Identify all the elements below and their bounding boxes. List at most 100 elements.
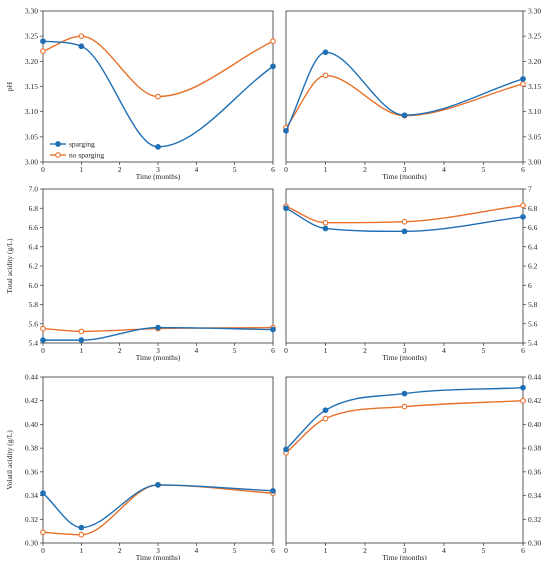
legend-label-sparging: sparging	[69, 140, 95, 149]
y-tick-label: 3.15	[25, 82, 38, 91]
data-point-sparging	[283, 446, 289, 453]
x-tick-label: 5	[233, 165, 237, 174]
y-tick-label: 6.8	[29, 204, 39, 213]
panel-total-acidity-left: 0 1 2 3 4 5 6 Time (months) 5.4 5.6 5.8 6.0 6.2 6.4 6.…	[5, 185, 276, 362]
data-point-no-sparging	[40, 529, 46, 536]
x-tick-label: 2	[118, 346, 122, 355]
x-tick-label: 2	[118, 165, 122, 174]
y-tick-label: 0.32	[25, 515, 38, 524]
x-tick-label: 5	[233, 346, 237, 355]
data-point-no-sparging	[322, 219, 329, 226]
x-tick-label: 1	[324, 165, 328, 174]
x-tick-label: 4	[442, 165, 446, 174]
data-point-sparging	[155, 324, 161, 331]
data-point-sparging	[270, 326, 276, 333]
x-tick-label: 5	[233, 546, 237, 555]
y-tick-label: 0.42	[528, 396, 541, 405]
y-tick-label: 0.34	[25, 491, 38, 500]
data-point-sparging	[322, 407, 329, 414]
panel-volatile-acidity-right: 0 1 2 3 4 5 6 Time (months) 0.30 0.32 0.34 0.36 0.38…	[283, 373, 541, 562]
y-tick-label: 3.25	[528, 32, 541, 41]
y-tick-label: 0.44	[25, 373, 38, 382]
data-point-sparging	[520, 384, 526, 391]
y-tick-label: 3.00	[528, 158, 541, 167]
y-tick-label: 6.8	[528, 204, 538, 213]
data-point-no-sparging	[40, 325, 46, 332]
series-line-sparging	[285, 207, 524, 233]
legend: sparging no sparging	[50, 140, 104, 160]
y-tick-label: 3.15	[528, 82, 541, 91]
x-tick-label: 4	[194, 546, 198, 555]
data-point-no-sparging	[322, 415, 329, 422]
x-tick-label: 6	[271, 165, 275, 174]
data-point-sparging	[322, 49, 329, 56]
x-tick-label: 6	[521, 346, 525, 355]
series-line-sparging	[42, 40, 274, 148]
plot-frame	[285, 10, 524, 163]
data-point-no-sparging	[40, 48, 46, 55]
series-line-sparging	[43, 326, 274, 341]
y-tick-label: 0.40	[528, 420, 541, 429]
x-tick-label: 1	[324, 346, 328, 355]
data-point-sparging	[155, 482, 161, 488]
x-tick-label: 3	[156, 165, 160, 174]
y-tick-label: 0.42	[25, 396, 38, 405]
series-line-sparging	[285, 51, 524, 132]
x-tick-label: 3	[156, 546, 160, 555]
data-point-sparging	[283, 127, 289, 134]
x-tick-label: 6	[521, 546, 525, 555]
x-axis-title: Time (months)	[382, 353, 427, 362]
series-line-no-sparging	[42, 35, 274, 98]
data-point-sparging	[401, 112, 408, 119]
x-tick-label: 0	[284, 546, 288, 555]
data-point-no-sparging	[78, 33, 85, 40]
y-axis-title: pH	[5, 81, 14, 91]
plot-frame	[42, 376, 274, 544]
x-tick-label: 3	[156, 346, 160, 355]
plot-frame	[42, 188, 274, 344]
data-point-no-sparging	[322, 72, 329, 79]
y-tick-label: 6.2	[528, 262, 538, 271]
x-tick-label: 3	[403, 165, 407, 174]
x-axis-title: Time (months)	[382, 172, 427, 181]
y-tick-label: 3.05	[528, 132, 541, 141]
y-axis-title: Volatil acidity (g/L)	[5, 430, 14, 490]
y-tick-label: 3.25	[25, 32, 38, 41]
y-tick-label: 0.38	[25, 444, 38, 453]
x-tick-label: 5	[482, 346, 486, 355]
x-tick-label: 5	[482, 165, 486, 174]
panel-volatile-acidity-left: 0 1 2 3 4 5 6 Time (months) 0.30 0.32 0.34 0.36 0.38…	[5, 373, 276, 562]
x-tick-label: 2	[363, 346, 367, 355]
y-tick-label: 0.30	[25, 539, 38, 548]
panel-total-acidity-right: 0 1 2 3 4 5 6 Time (months) 5.4 5.6 5.8 6 6.2 6.4 6.6 6…	[283, 185, 538, 362]
data-point-no-sparging	[520, 81, 526, 87]
y-tick-label: 3.30	[528, 7, 541, 16]
x-axis-title: Time (months)	[136, 172, 181, 181]
series-line-no-sparging	[285, 204, 524, 224]
data-point-sparging	[40, 490, 46, 497]
data-point-no-sparging	[520, 202, 526, 209]
x-tick-label: 4	[194, 346, 198, 355]
y-tick-label: 0.36	[25, 467, 38, 476]
x-tick-label: 2	[118, 546, 122, 555]
series-line-sparging	[285, 386, 524, 450]
data-point-no-sparging	[401, 218, 408, 225]
y-tick-label: 5.8	[528, 300, 538, 309]
x-tick-label: 6	[271, 346, 275, 355]
x-axis-title: Time (months)	[382, 553, 427, 560]
y-tick-label: 6.4	[29, 242, 39, 251]
y-tick-label: 6.4	[528, 242, 538, 251]
data-point-sparging	[40, 38, 46, 45]
data-point-no-sparging	[401, 403, 408, 410]
data-point-sparging	[401, 390, 408, 397]
x-tick-label: 1	[79, 546, 83, 555]
data-point-sparging	[78, 337, 85, 343]
y-tick-label: 0.34	[528, 491, 541, 500]
y-tick-label: 6.6	[29, 223, 39, 232]
data-point-sparging	[78, 43, 85, 50]
x-axis-title: Time (months)	[136, 353, 181, 362]
legend-label-no-sparging: no sparging	[69, 151, 104, 160]
x-tick-label: 2	[363, 546, 367, 555]
x-tick-label: 0	[284, 165, 288, 174]
